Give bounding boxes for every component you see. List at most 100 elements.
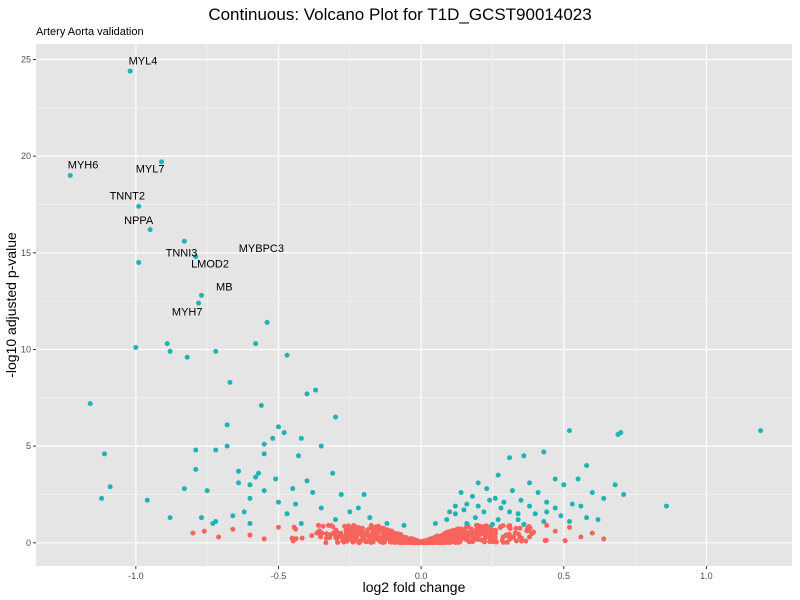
nonsignificant-point (299, 535, 305, 541)
nonsignificant-point (364, 539, 370, 545)
significant-point (584, 462, 590, 468)
x-tick-label: -0.5 (271, 571, 287, 581)
nonsignificant-point (328, 532, 334, 538)
significant-point (184, 354, 190, 360)
nonsignificant-point (359, 525, 365, 531)
significant-point (521, 521, 527, 527)
x-axis-title: log2 fold change (363, 579, 466, 595)
significant-point (458, 490, 464, 496)
nonsignificant-point (457, 537, 463, 543)
significant-point (333, 517, 339, 523)
y-tick-label: 20 (21, 151, 31, 161)
labeled-point-myl7 (159, 159, 165, 165)
nonsignificant-point (517, 525, 523, 531)
nonsignificant-point (369, 524, 375, 530)
nonsignificant-point (350, 538, 356, 544)
nonsignificant-point (492, 527, 498, 533)
significant-point (501, 499, 507, 505)
significant-point (295, 453, 301, 459)
nonsignificant-point (384, 535, 390, 541)
significant-point (224, 443, 230, 449)
nonsignificant-point (345, 523, 351, 529)
chart-subtitle: Artery Aorta validation (36, 26, 144, 38)
significant-point (193, 466, 199, 472)
significant-point (489, 521, 495, 527)
significant-point (509, 488, 515, 494)
nonsignificant-point (464, 536, 470, 542)
significant-point (304, 478, 310, 484)
nonsignificant-point (477, 524, 483, 530)
nonsignificant-point (335, 540, 341, 546)
significant-point (241, 509, 247, 515)
nonsignificant-point (513, 525, 519, 531)
gene-label-myl7: MYL7 (136, 164, 165, 176)
significant-point (224, 422, 230, 428)
significant-point (347, 509, 353, 515)
significant-point (552, 505, 558, 511)
significant-point (87, 401, 93, 407)
nonsignificant-point (381, 539, 387, 545)
nonsignificant-point (323, 540, 329, 546)
nonsignificant-point (377, 538, 383, 544)
significant-point (518, 497, 524, 503)
significant-point (313, 387, 319, 393)
significant-point (507, 509, 513, 515)
nonsignificant-point (320, 523, 326, 529)
significant-point (236, 480, 242, 486)
significant-point (198, 515, 204, 521)
significant-point (578, 503, 584, 509)
nonsignificant-point (504, 533, 510, 539)
labeled-point-myh7 (196, 300, 202, 306)
significant-point (270, 435, 276, 441)
nonsignificant-point (344, 538, 350, 544)
y-tick-label: 10 (21, 344, 31, 354)
significant-point (527, 480, 533, 486)
nonsignificant-point (356, 525, 362, 531)
nonsignificant-point (314, 530, 320, 536)
nonsignificant-point (346, 527, 352, 533)
gene-label-mybpc3: MYBPC3 (239, 243, 284, 255)
gene-label-myh7: MYH7 (172, 307, 203, 319)
significant-point (584, 515, 590, 521)
nonsignificant-point (357, 540, 363, 546)
gene-label-tnni3: TNNI3 (166, 248, 198, 260)
nonsignificant-point (289, 535, 295, 541)
significant-point (247, 520, 253, 526)
significant-point (330, 470, 336, 476)
significant-point (236, 468, 242, 474)
significant-point (472, 515, 478, 521)
significant-point (515, 511, 521, 517)
significant-point (284, 352, 290, 358)
x-tick-label: 0.0 (415, 571, 428, 581)
significant-point (384, 520, 390, 526)
nonsignificant-point (566, 524, 572, 530)
significant-point (258, 403, 264, 409)
gene-label-tnnt2: TNNT2 (110, 191, 145, 203)
y-axis-title: -log10 adjusted p-value (3, 232, 19, 378)
gene-label-nppa: NPPA (124, 215, 154, 227)
nonsignificant-point (216, 534, 222, 540)
nonsignificant-point (275, 524, 281, 530)
significant-point (210, 520, 216, 526)
gene-label-mb: MB (216, 282, 233, 294)
nonsignificant-point (474, 535, 480, 541)
significant-point (452, 503, 458, 509)
nonsignificant-point (330, 524, 336, 530)
nonsignificant-point (396, 536, 402, 542)
significant-point (461, 507, 467, 513)
significant-point (253, 341, 259, 347)
nonsignificant-point (452, 530, 458, 536)
significant-point (541, 519, 547, 525)
nonsignificant-point (365, 532, 371, 538)
nonsignificant-point (527, 534, 533, 540)
significant-point (495, 472, 501, 478)
nonsignificant-point (531, 529, 537, 535)
significant-point (566, 428, 572, 434)
significant-point (167, 515, 173, 521)
significant-point (575, 476, 581, 482)
nonsignificant-point (365, 527, 371, 533)
significant-point (507, 455, 513, 461)
significant-point (601, 495, 607, 501)
nonsignificant-point (441, 532, 447, 538)
labeled-point-nppa (147, 227, 153, 233)
